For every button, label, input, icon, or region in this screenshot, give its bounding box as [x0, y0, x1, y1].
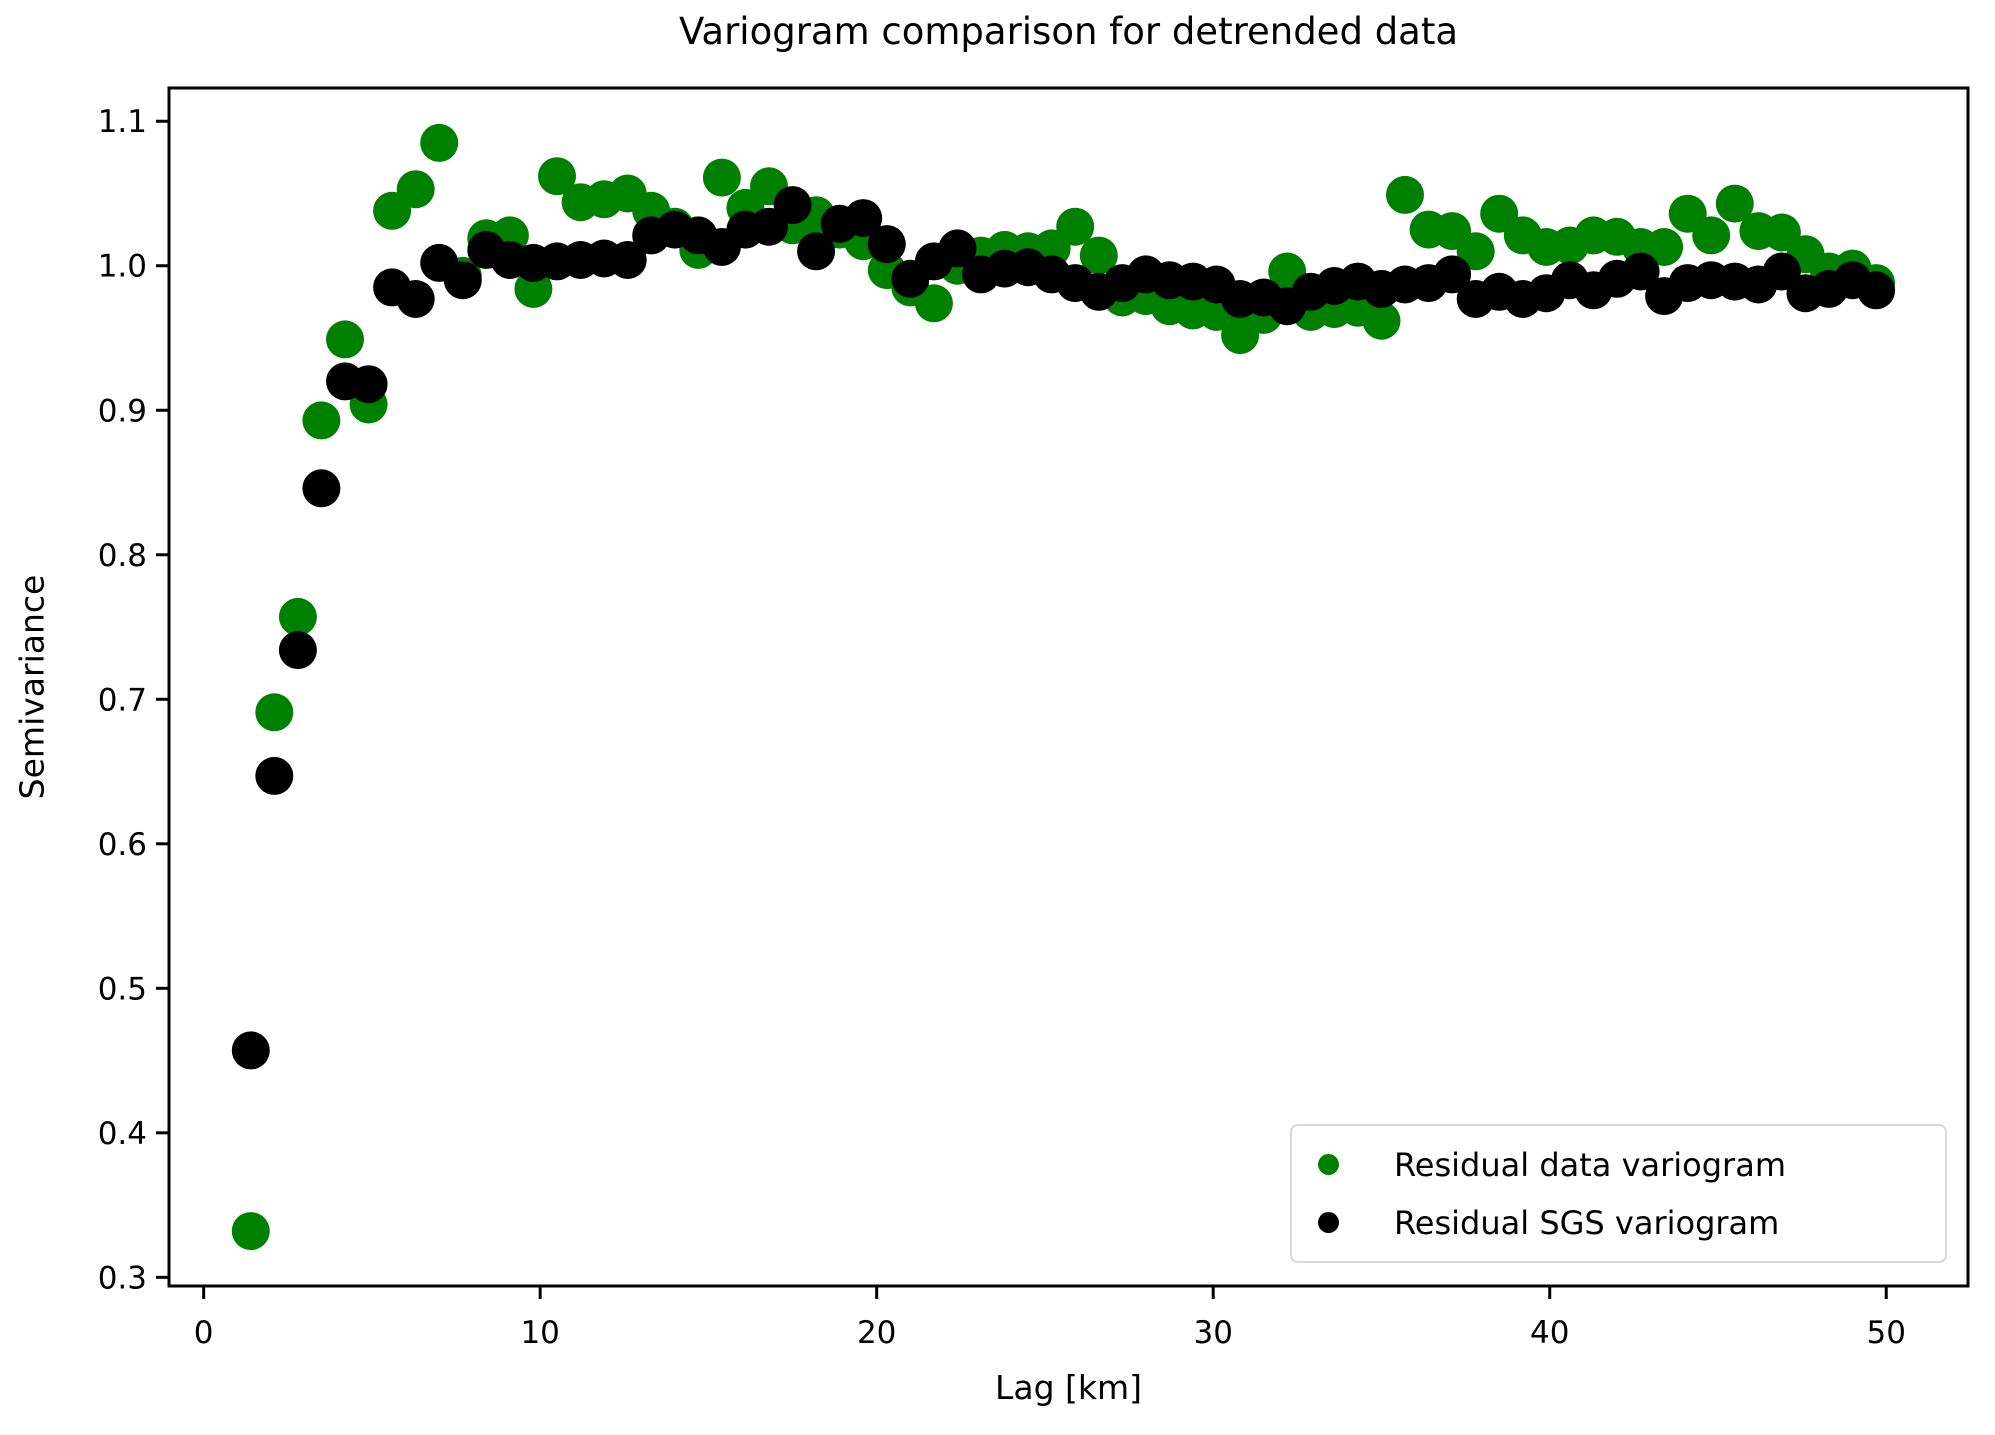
x-tick-label: 30 — [1193, 1315, 1232, 1351]
data-point — [1362, 301, 1401, 340]
y-tick-label: 0.4 — [98, 1116, 147, 1152]
residual-sgs-marker-icon — [1318, 1212, 1339, 1233]
y-tick-label: 1.0 — [98, 249, 147, 285]
data-point — [1621, 252, 1660, 291]
data-point — [231, 1212, 270, 1251]
data-point — [1692, 216, 1731, 255]
data-point — [1715, 184, 1754, 223]
data-point — [797, 232, 836, 271]
y-tick-label: 0.7 — [98, 682, 147, 718]
data-point — [773, 186, 812, 225]
x-axis-label: Lag [km] — [994, 1368, 1143, 1407]
data-point — [1433, 255, 1472, 294]
data-point — [1645, 228, 1684, 266]
y-tick-label: 0.3 — [98, 1260, 147, 1296]
y-axis-label: Semivariance — [12, 574, 52, 800]
data-point — [867, 225, 906, 264]
residual-data-marker-icon — [1318, 1154, 1339, 1175]
data-point — [1857, 271, 1896, 310]
data-point — [443, 261, 482, 300]
data-point — [349, 365, 388, 404]
x-tick-label: 40 — [1530, 1315, 1569, 1351]
y-tick-label: 0.6 — [98, 827, 147, 863]
data-point — [844, 199, 883, 238]
data-point — [396, 280, 435, 318]
y-tick-label: 0.5 — [98, 971, 147, 1007]
data-point — [1056, 207, 1095, 246]
data-point — [420, 123, 459, 162]
data-point — [278, 631, 317, 670]
legend-label-residual-sgs: Residual SGS variogram — [1394, 1203, 1780, 1242]
x-tick-label: 10 — [520, 1315, 559, 1351]
legend-item-residual-data: Residual data variogram — [1292, 1145, 1945, 1185]
data-point — [514, 269, 553, 308]
data-point — [1386, 175, 1424, 214]
data-point — [1456, 232, 1495, 271]
data-point — [255, 693, 294, 732]
chart-title: Variogram comparison for detrended data — [678, 10, 1459, 53]
x-tick-label: 20 — [857, 1315, 896, 1351]
data-point — [278, 597, 317, 636]
data-point — [914, 284, 953, 323]
data-point — [231, 1031, 270, 1070]
axes-spines — [167, 86, 1970, 1288]
data-point — [326, 320, 364, 359]
series-1 — [231, 186, 1896, 1070]
x-tick-label: 0 — [194, 1315, 214, 1351]
legend-label-residual-data: Residual data variogram — [1394, 1145, 1786, 1184]
data-point — [302, 401, 341, 440]
y-tick-label: 0.8 — [98, 538, 147, 574]
data-point — [538, 157, 576, 196]
data-point — [938, 229, 977, 268]
data-point — [702, 158, 741, 197]
data-point — [396, 170, 435, 209]
y-tick-label: 0.9 — [98, 393, 147, 429]
data-point — [302, 469, 341, 508]
legend-item-residual-sgs: Residual SGS variogram — [1292, 1203, 1945, 1243]
legend: Residual data variogram Residual SGS var… — [1290, 1124, 1947, 1263]
x-tick-label: 50 — [1867, 1315, 1906, 1351]
y-tick-label: 1.1 — [98, 104, 147, 140]
data-point — [608, 241, 647, 279]
data-point — [255, 756, 294, 795]
data-point — [1079, 236, 1118, 275]
